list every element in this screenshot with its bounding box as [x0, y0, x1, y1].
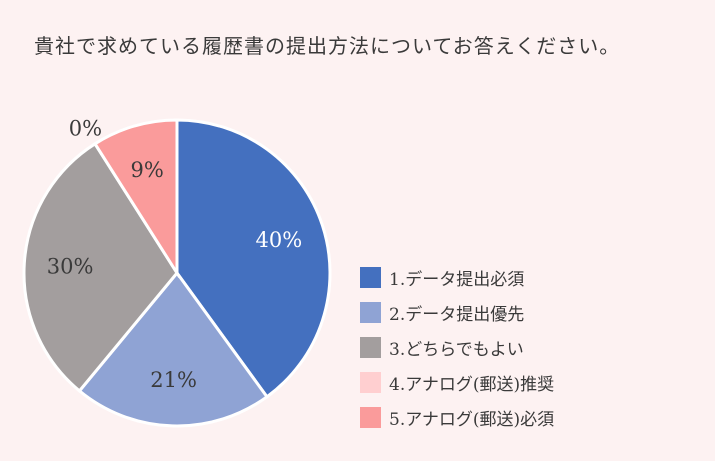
slice-label: 9% [130, 158, 163, 182]
legend-swatch [360, 267, 381, 288]
legend-item: 3.どちらでもよい [360, 330, 554, 365]
slice-label: 21% [150, 368, 197, 392]
chart-title: 貴社で求めている履歴書の提出方法についてお答えください。 [34, 34, 621, 58]
legend-label: 4.アナログ(郵送)推奨 [389, 375, 555, 395]
pie-slice [77, 270, 270, 428]
slice-label: 30% [47, 254, 94, 278]
slice-label: 40% [256, 228, 303, 252]
pie-slice [92, 118, 179, 279]
legend-label: 1.データ提出必須 [389, 270, 525, 290]
legend-swatch [360, 407, 381, 428]
pie-slice [175, 118, 332, 399]
legend-label: 5.アナログ(郵送)必須 [389, 410, 555, 430]
slice-label: 0% [69, 117, 102, 141]
legend-label: 2.データ提出優先 [389, 305, 525, 325]
legend: 1.データ提出必須 2.データ提出優先 3.どちらでもよい 4.アナログ(郵送)… [360, 260, 554, 435]
pie-slice [22, 141, 179, 394]
legend-label: 3.どちらでもよい [389, 340, 524, 360]
legend-item: 1.データ提出必須 [360, 260, 554, 295]
legend-item: 5.アナログ(郵送)必須 [360, 400, 554, 435]
legend-swatch [360, 337, 381, 358]
legend-item: 2.データ提出優先 [360, 295, 554, 330]
legend-swatch [360, 302, 381, 323]
legend-swatch [360, 372, 381, 393]
legend-item: 4.アナログ(郵送)推奨 [360, 365, 554, 400]
